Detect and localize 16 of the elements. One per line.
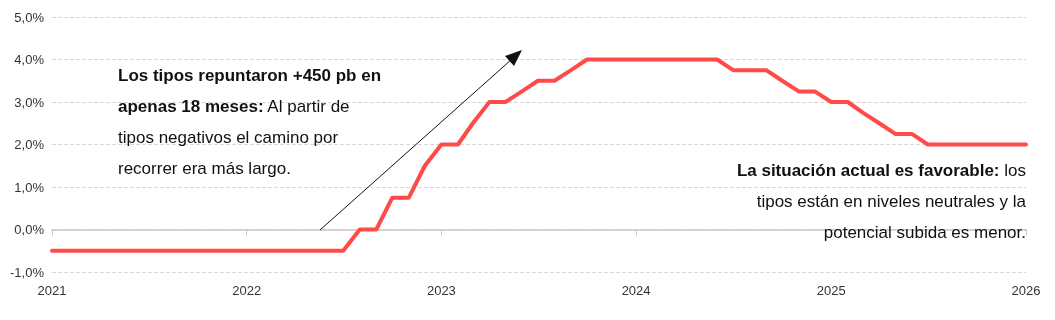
y-tick-label: -1,0% [10, 264, 45, 280]
x-tick-label: 2023 [426, 283, 456, 298]
line-series [50, 57, 1028, 253]
x-tick-label: 2026 [1011, 283, 1041, 298]
x-tick-label: 2021 [37, 283, 67, 298]
y-tick-label: 2,0% [14, 137, 45, 152]
y-tick-label: 3,0% [14, 94, 45, 110]
y-tick-label: 0,0% [14, 222, 45, 237]
annotation: La situación actual es favorable: los tipos están en niveles neutrales y la potencial subida es menor. [736, 161, 1026, 242]
y-tick-label: 5,0% [14, 9, 45, 25]
annotation: Los tipos repuntaron +450 pb en apenas 18 meses: Al partir de tipos negativos el camino por recorrer era más largo. [118, 66, 382, 178]
x-tick-label: 2022 [232, 283, 262, 298]
x-tick-label: 2025 [816, 283, 846, 298]
y-tick-label: 4,0% [14, 52, 45, 67]
x-tick-label: 2024 [621, 283, 651, 298]
y-tick-label: 1,0% [14, 179, 45, 195]
